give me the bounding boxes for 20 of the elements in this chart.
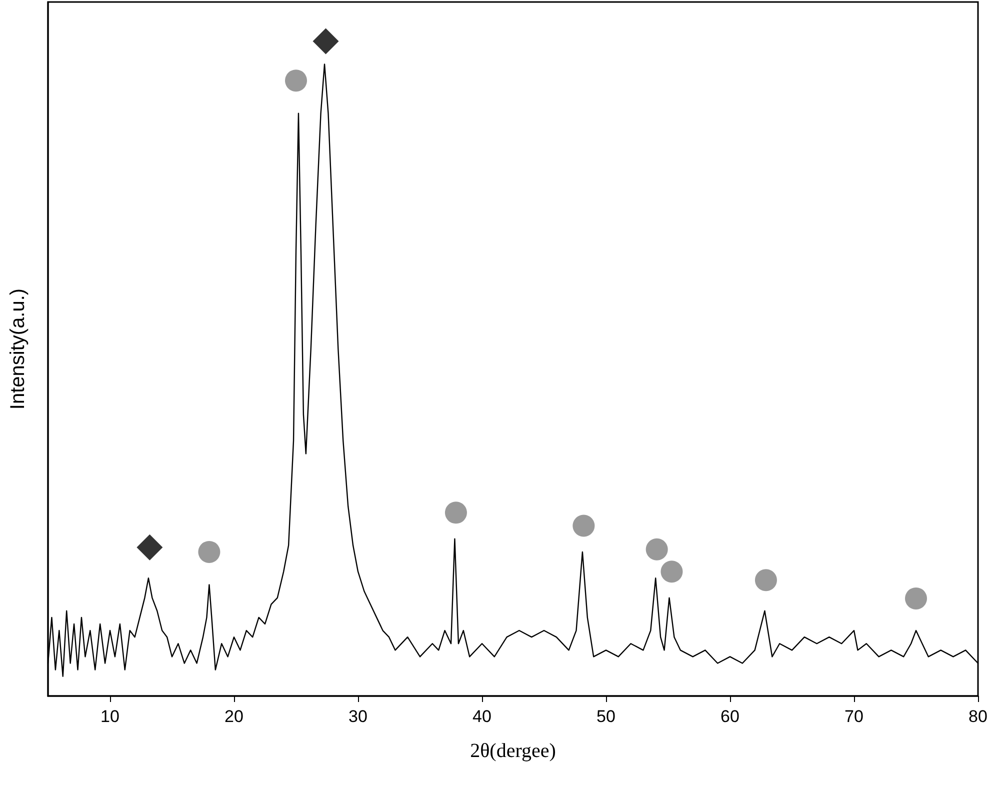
x-tick-label: 10 <box>100 707 120 726</box>
point <box>136 534 163 560</box>
point <box>905 587 927 610</box>
x-tick-label: 50 <box>596 707 616 726</box>
x-tick-label: 30 <box>348 707 368 726</box>
point <box>660 560 683 583</box>
x-axis-title: 2θ(dergee) <box>470 740 556 762</box>
point <box>285 70 307 92</box>
x-tick-label: 40 <box>472 707 492 726</box>
point <box>646 538 668 560</box>
point <box>444 502 467 524</box>
y-axis-title: Intensity(a.u.) <box>7 288 29 410</box>
point <box>198 540 220 563</box>
point <box>572 514 595 537</box>
x-tick-label: 20 <box>224 707 244 726</box>
x-tick-label: 60 <box>720 707 740 726</box>
x-tick-label: 80 <box>968 707 988 726</box>
point <box>312 28 339 54</box>
point <box>754 569 777 592</box>
x-tick-label: 70 <box>844 707 864 726</box>
